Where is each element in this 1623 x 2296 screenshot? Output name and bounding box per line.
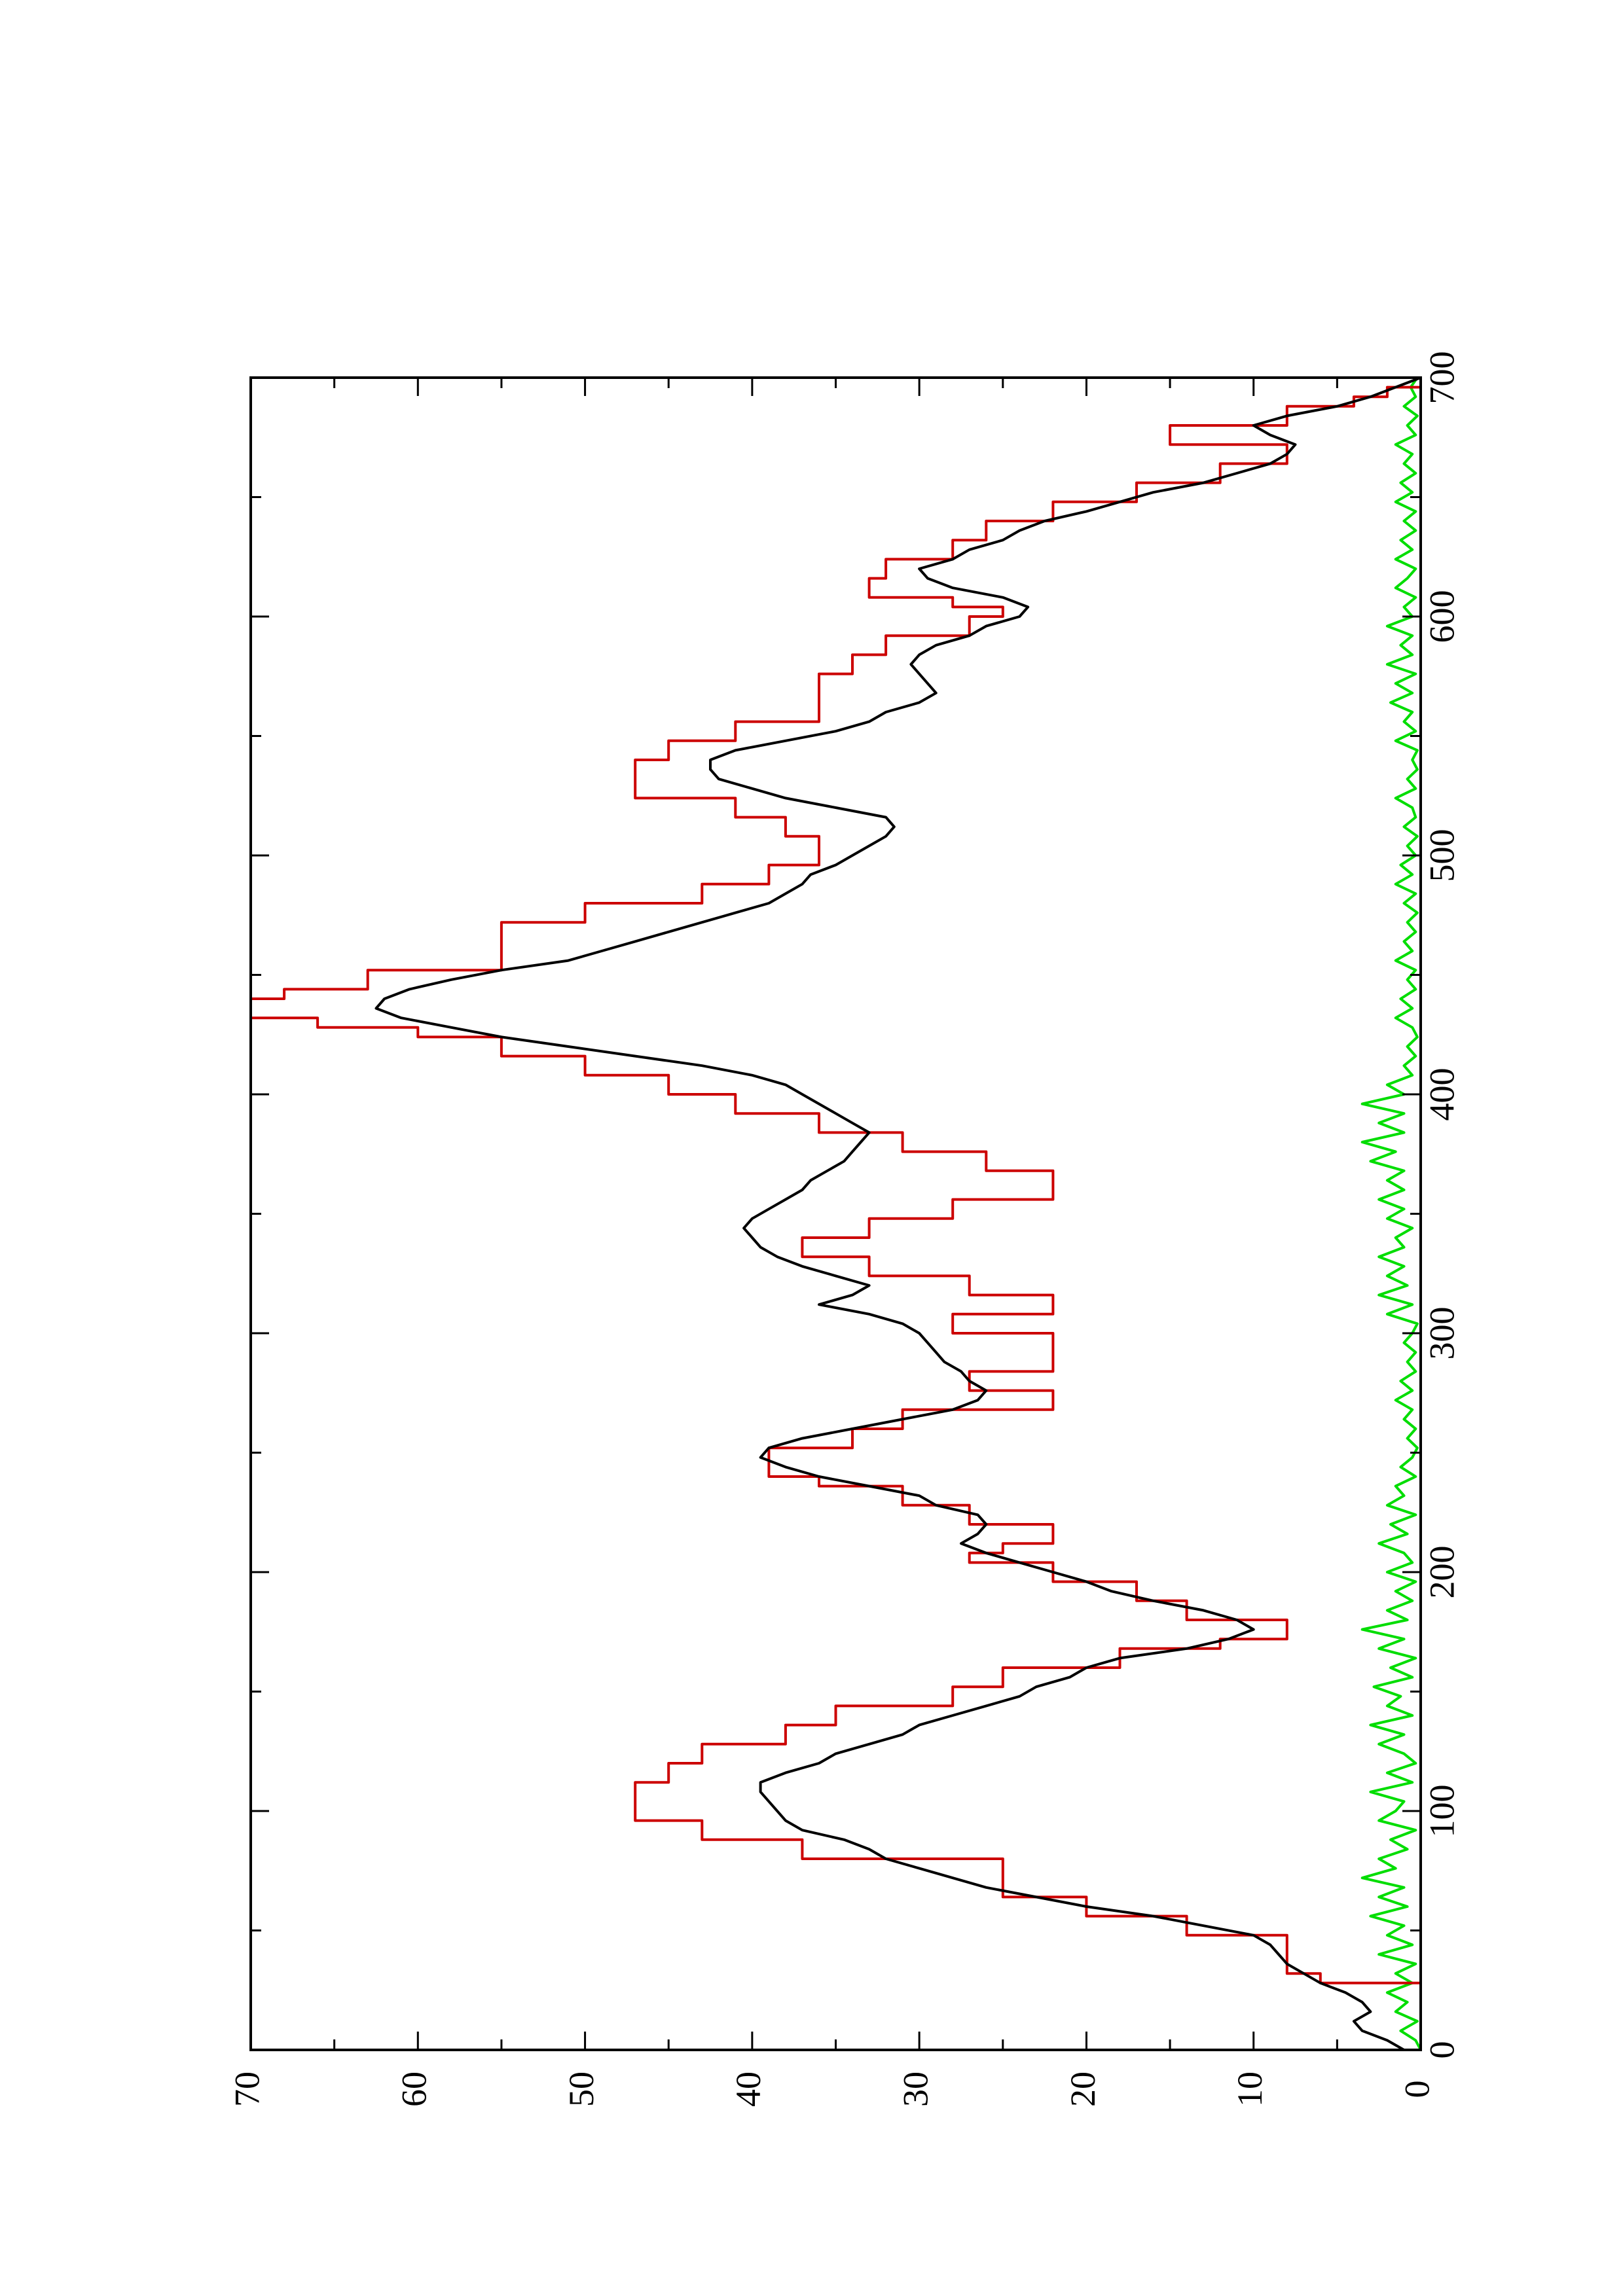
x-tick-label: 500 [1422, 829, 1461, 882]
x-tick-label: 100 [1422, 1785, 1461, 1838]
y-tick-label: 30 [896, 2072, 936, 2107]
series-layer [249, 376, 1422, 2051]
y-tick-label: 0 [1397, 2081, 1436, 2098]
tick-label-layer: 0 100 200 300 400 500 600 700 0 10 20 30 40 50 60 70 [227, 351, 1461, 2108]
series-line-1 [249, 378, 1422, 2050]
x-tick-label: 200 [1422, 1546, 1461, 1599]
series-line-3 [1360, 376, 1422, 2051]
x-tick-label: 400 [1422, 1068, 1461, 1121]
series-line-2 [374, 376, 1421, 2051]
x-tick-label: 600 [1422, 590, 1461, 643]
x-tick-label: 0 [1422, 2041, 1461, 2059]
y-tick-label: 10 [1230, 2072, 1269, 2107]
plot-frame [249, 376, 1422, 2051]
y-tick-label: 60 [395, 2072, 434, 2107]
y-tick-label: 50 [562, 2072, 601, 2107]
y-tick-label: 40 [729, 2072, 768, 2107]
y-tick-label: 70 [227, 2072, 266, 2107]
x-tick-label: 700 [1422, 351, 1461, 404]
x-tick-label: 300 [1422, 1307, 1461, 1360]
y-tick-label: 20 [1063, 2072, 1103, 2107]
